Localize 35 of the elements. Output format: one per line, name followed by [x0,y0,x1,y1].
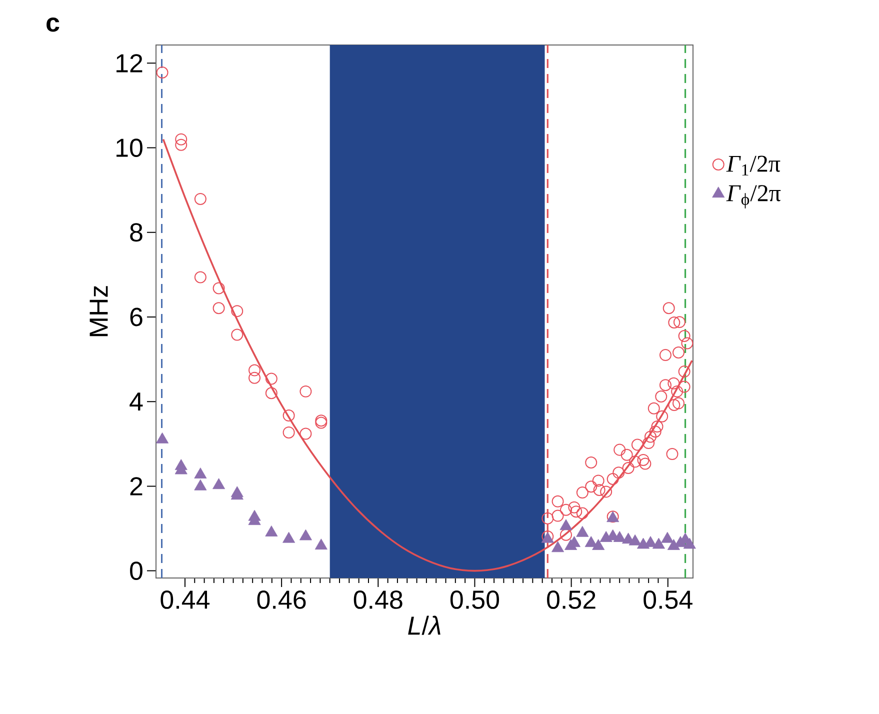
x-axis-title: L/λ [408,616,440,635]
point [683,538,696,549]
point [194,479,207,490]
point [552,541,564,552]
point [576,526,589,537]
y-tick-label: 12 [116,54,142,72]
point [652,538,665,549]
x-tick-label: 0.44 [160,590,210,609]
y-tick-label: 6 [130,308,142,326]
point [592,539,605,550]
point [265,526,278,536]
point [194,468,207,478]
point [613,531,626,542]
legend-label: Γ$_{1}$/2π [726,156,780,176]
x-tick-label: 0.46 [257,590,306,609]
x-tick-label: 0.52 [547,590,596,609]
y-axis-title: MHz [90,286,108,336]
y-tick-label: 0 [130,562,142,580]
y-tick-label: 8 [130,223,142,242]
point [560,519,572,530]
point [156,432,169,444]
x-tick-label: 0.48 [354,590,402,609]
point [661,532,674,543]
point [299,529,312,540]
point [628,534,642,546]
y-tick-label: 10 [116,138,142,157]
y-tick-label: 2 [130,477,142,496]
x-tick-label: 0.54 [644,590,692,609]
point [282,532,296,543]
legend-label: Γ$_{ϕ}$/2π [726,185,781,208]
y-tick-label: 4 [130,392,143,411]
point [314,538,328,550]
point [212,478,226,490]
x-tick-label: 0.50 [450,590,500,609]
chart-title: c [46,18,60,32]
